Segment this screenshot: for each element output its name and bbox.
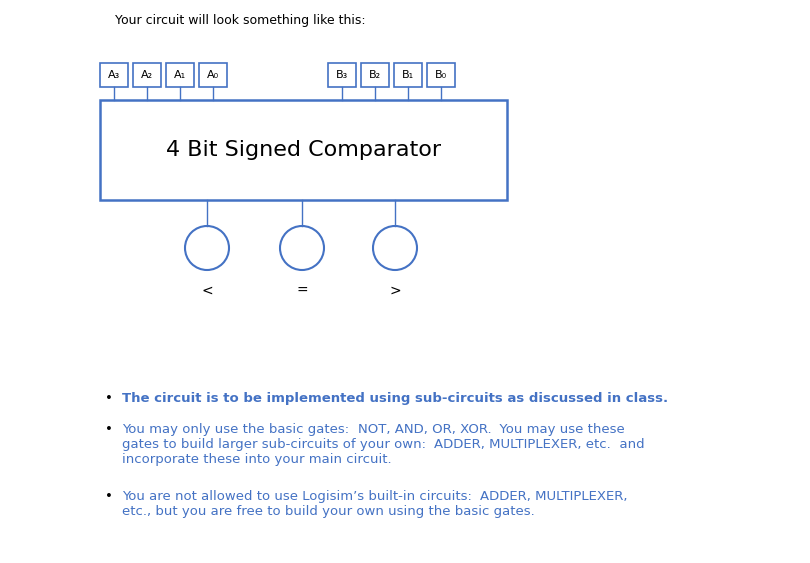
Text: A₂: A₂ bbox=[141, 70, 153, 80]
Text: A₁: A₁ bbox=[174, 70, 186, 80]
Text: •: • bbox=[105, 392, 113, 405]
FancyBboxPatch shape bbox=[100, 100, 507, 200]
Text: ADDER, MULTIPLEXER,: ADDER, MULTIPLEXER, bbox=[480, 490, 628, 503]
Text: ADDER, MULTIPLEXER, etc.: ADDER, MULTIPLEXER, etc. bbox=[434, 438, 612, 451]
Text: A₃: A₃ bbox=[108, 70, 120, 80]
Circle shape bbox=[185, 226, 229, 270]
FancyBboxPatch shape bbox=[199, 63, 227, 87]
Text: NOT, AND, OR, XOR.: NOT, AND, OR, XOR. bbox=[358, 423, 491, 436]
FancyBboxPatch shape bbox=[100, 63, 128, 87]
Text: gates to build larger sub-circuits of your own:: gates to build larger sub-circuits of yo… bbox=[122, 438, 434, 451]
Text: A₀: A₀ bbox=[207, 70, 219, 80]
FancyBboxPatch shape bbox=[394, 63, 422, 87]
Text: >: > bbox=[389, 284, 401, 298]
Text: B₁: B₁ bbox=[402, 70, 414, 80]
Text: =: = bbox=[296, 284, 308, 298]
Text: 4 Bit Signed Comparator: 4 Bit Signed Comparator bbox=[166, 140, 441, 160]
Circle shape bbox=[373, 226, 417, 270]
Text: etc., but you are free to build your own using the basic gates.: etc., but you are free to build your own… bbox=[122, 505, 535, 518]
Text: B₃: B₃ bbox=[336, 70, 348, 80]
Text: and: and bbox=[612, 438, 645, 451]
Text: Your circuit will look something like this:: Your circuit will look something like th… bbox=[115, 14, 365, 27]
Text: You may use these: You may use these bbox=[491, 423, 625, 436]
Text: B₀: B₀ bbox=[435, 70, 447, 80]
Text: You may only use the basic gates:: You may only use the basic gates: bbox=[122, 423, 358, 436]
Text: •: • bbox=[105, 423, 113, 436]
Text: •: • bbox=[105, 490, 113, 503]
FancyBboxPatch shape bbox=[427, 63, 455, 87]
Circle shape bbox=[280, 226, 324, 270]
Text: B₂: B₂ bbox=[369, 70, 381, 80]
Text: You are not allowed to use Logisim’s built-in circuits:: You are not allowed to use Logisim’s bui… bbox=[122, 490, 480, 503]
Text: <: < bbox=[201, 284, 213, 298]
Text: incorporate these into your main circuit.: incorporate these into your main circuit… bbox=[122, 453, 391, 466]
FancyBboxPatch shape bbox=[361, 63, 389, 87]
FancyBboxPatch shape bbox=[328, 63, 356, 87]
FancyBboxPatch shape bbox=[166, 63, 194, 87]
Text: The circuit is to be implemented using sub-circuits as discussed in class.: The circuit is to be implemented using s… bbox=[122, 392, 668, 405]
FancyBboxPatch shape bbox=[133, 63, 161, 87]
